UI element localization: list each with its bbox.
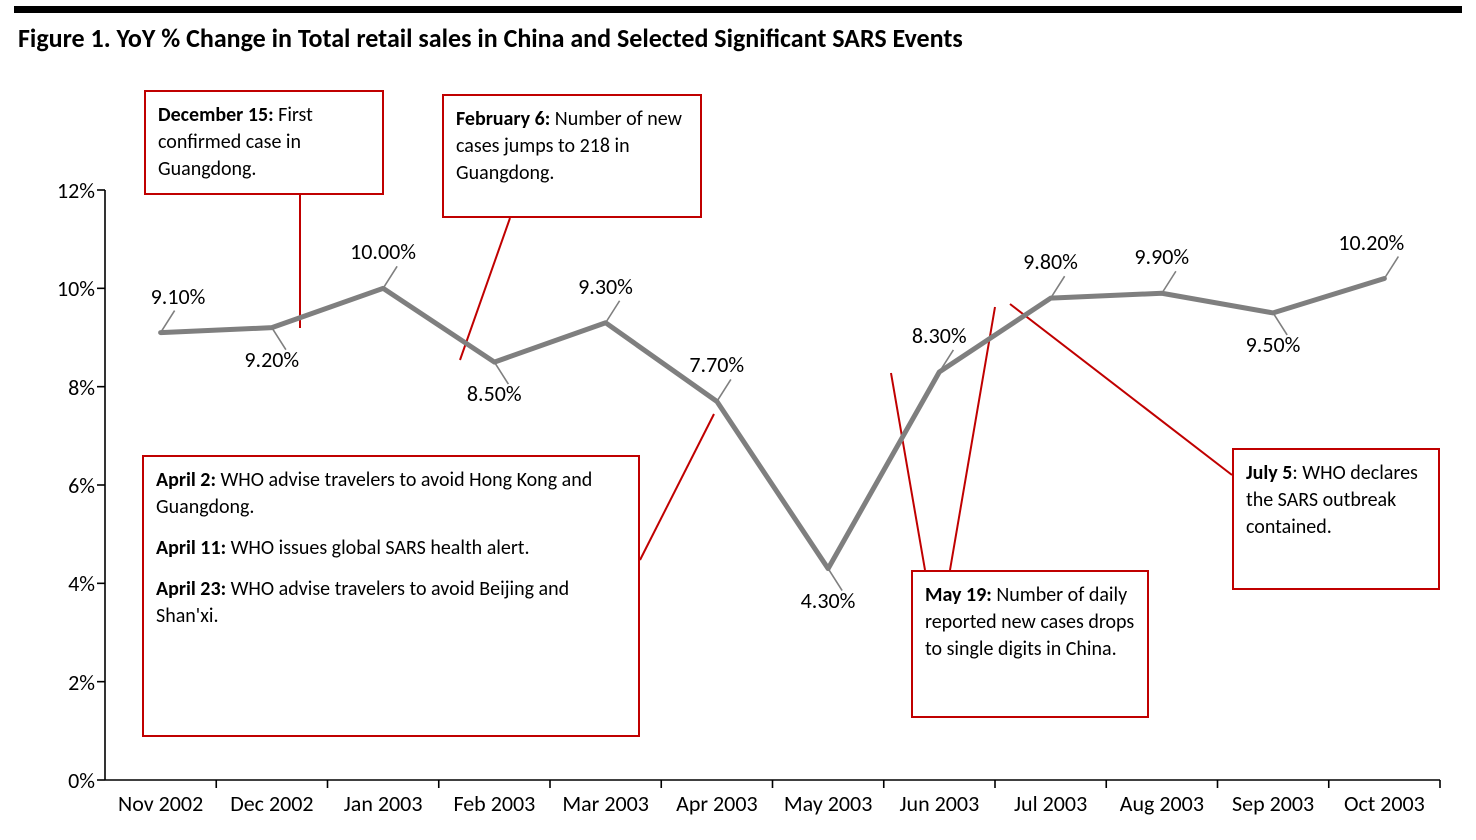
x-tick-label: Feb 2003 — [439, 790, 549, 817]
value-label: 9.10% — [151, 283, 206, 310]
x-tick-label: Jun 2003 — [884, 790, 994, 817]
value-label: 4.30% — [801, 587, 856, 614]
callout-jul5: July 5: WHO declares the SARS outbreak c… — [1232, 448, 1440, 590]
value-label: 9.90% — [1134, 243, 1189, 270]
value-label: 8.50% — [467, 380, 522, 407]
value-label: 7.70% — [689, 351, 744, 378]
y-tick-label: 0% — [35, 767, 95, 794]
y-tick-label: 6% — [35, 472, 95, 499]
value-label: 9.50% — [1246, 331, 1301, 358]
value-label: 9.20% — [244, 346, 299, 373]
x-tick-label: Oct 2003 — [1329, 790, 1439, 817]
value-label: 9.30% — [578, 273, 633, 300]
callout-april: April 2: WHO advise travelers to avoid H… — [142, 455, 640, 737]
figure-page: Figure 1. YoY % Change in Total retail s… — [0, 0, 1476, 840]
value-label: 10.20% — [1338, 229, 1404, 256]
x-tick-label: Mar 2003 — [551, 790, 661, 817]
callout-dec15: December 15: First confirmed case in Gua… — [144, 90, 384, 195]
x-tick-label: Dec 2002 — [217, 790, 327, 817]
value-label: 9.80% — [1023, 248, 1078, 275]
y-tick-label: 12% — [35, 177, 95, 204]
x-tick-label: Nov 2002 — [106, 790, 216, 817]
callout-may19: May 19: Number of daily reported new cas… — [911, 570, 1149, 718]
value-label: 10.00% — [350, 238, 416, 265]
x-tick-label: Apr 2003 — [662, 790, 772, 817]
y-tick-label: 2% — [35, 669, 95, 696]
y-tick-label: 8% — [35, 374, 95, 401]
x-tick-label: Aug 2003 — [1107, 790, 1217, 817]
x-tick-label: Jul 2003 — [996, 790, 1106, 817]
callout-feb6: February 6: Number of new cases jumps to… — [442, 94, 702, 218]
value-label: 8.30% — [912, 322, 967, 349]
y-tick-label: 4% — [35, 570, 95, 597]
x-tick-label: Sep 2003 — [1218, 790, 1328, 817]
y-tick-label: 10% — [35, 275, 95, 302]
x-tick-label: May 2003 — [773, 790, 883, 817]
x-tick-label: Jan 2003 — [328, 790, 438, 817]
